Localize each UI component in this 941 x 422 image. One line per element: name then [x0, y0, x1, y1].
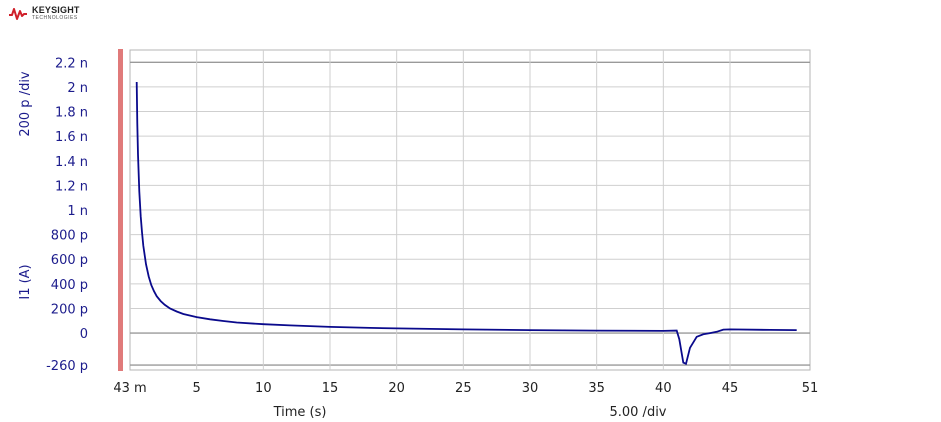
y-tick-label: 1.6 n	[55, 130, 88, 145]
series-line-i1	[135, 81, 797, 366]
x-tick-label: 5	[193, 381, 201, 396]
x-tick-label: 15	[322, 381, 339, 396]
y-scale-label: 200 p /div	[18, 71, 33, 137]
left-marker-bar	[118, 49, 123, 371]
y-tick-label: 1.2 n	[55, 179, 88, 194]
x-tick-label: 20	[388, 381, 405, 396]
grid-lines	[130, 50, 810, 370]
y-tick-label: 800 p	[51, 229, 88, 244]
x-tick-label: 51	[802, 381, 819, 396]
x-axis-label: Time (s)	[273, 405, 327, 420]
x-tick-label: 45	[722, 381, 739, 396]
y-axis-label: I1 (A)	[18, 264, 33, 299]
y-tick-label: 0	[80, 327, 88, 342]
y-tick-label: 1.4 n	[55, 155, 88, 170]
x-tick-label: 10	[255, 381, 272, 396]
y-tick-label: 2.2 n	[55, 56, 88, 71]
brand-subtitle: TECHNOLOGIES	[32, 15, 78, 21]
x-tick-label: 25	[455, 381, 472, 396]
x-tick-label: 30	[522, 381, 539, 396]
y-tick-label: 200 p	[51, 302, 88, 317]
y-tick-label: -260 p	[46, 359, 88, 374]
x-tick-label: 35	[588, 381, 605, 396]
x-tick-label: 40	[655, 381, 672, 396]
y-tick-label: 2 n	[67, 81, 88, 96]
y-tick-label: 1 n	[67, 204, 88, 219]
x-tick-labels: 43 m 5 10 15 20 25 30 35 40 45 51	[113, 381, 818, 396]
keysight-logo: KEYSIGHT TECHNOLOGIES	[8, 6, 80, 21]
y-tick-label: 400 p	[51, 278, 88, 293]
x-tick-label: 43 m	[113, 381, 146, 396]
y-tick-labels: 2.2 n 2 n 1.8 n 1.6 n 1.4 n 1.2 n 1 n 800 p 600 …	[46, 56, 88, 374]
x-scale-label: 5.00 /div	[609, 405, 666, 420]
keysight-wave-icon	[9, 7, 27, 20]
brand-name: KEYSIGHT	[32, 5, 80, 15]
y-tick-label: 1.8 n	[55, 106, 88, 121]
y-tick-label: 600 p	[51, 253, 88, 268]
